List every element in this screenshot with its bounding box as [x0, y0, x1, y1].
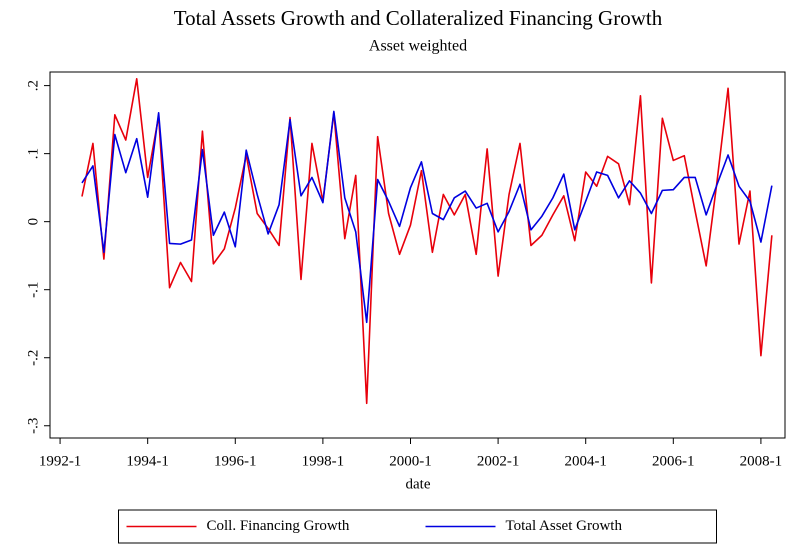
chart-title: Total Assets Growth and Collateralized F…: [174, 6, 663, 30]
x-tick-label: 1998-1: [302, 453, 345, 469]
x-tick-label: 1994-1: [126, 453, 169, 469]
legend-box: [118, 509, 717, 544]
y-tick-label: 0: [25, 218, 41, 226]
y-tick-label: .1: [25, 148, 41, 159]
x-axis-title: date: [406, 476, 431, 492]
x-tick-label: 1996-1: [214, 453, 257, 469]
y-tick-label: -.1: [25, 282, 41, 298]
x-tick-label: 2004-1: [564, 453, 607, 469]
x-tick-label: 2002-1: [477, 453, 520, 469]
legend-label: Total Asset Growth: [506, 518, 623, 534]
x-tick-label: 1992-1: [39, 453, 82, 469]
x-tick-label: 2008-1: [740, 453, 783, 469]
chart-subtitle: Asset weighted: [369, 38, 467, 55]
legend-label: Coll. Financing Growth: [207, 518, 350, 534]
y-tick-label: -.2: [25, 350, 41, 366]
x-tick-label: 2000-1: [389, 453, 432, 469]
series-line: [81, 110, 773, 324]
x-tick-label: 2006-1: [652, 453, 695, 469]
series-line: [81, 78, 773, 405]
y-tick-label: -.3: [25, 418, 41, 434]
y-tick-label: .2: [25, 80, 41, 91]
plot-frame: [49, 71, 786, 439]
